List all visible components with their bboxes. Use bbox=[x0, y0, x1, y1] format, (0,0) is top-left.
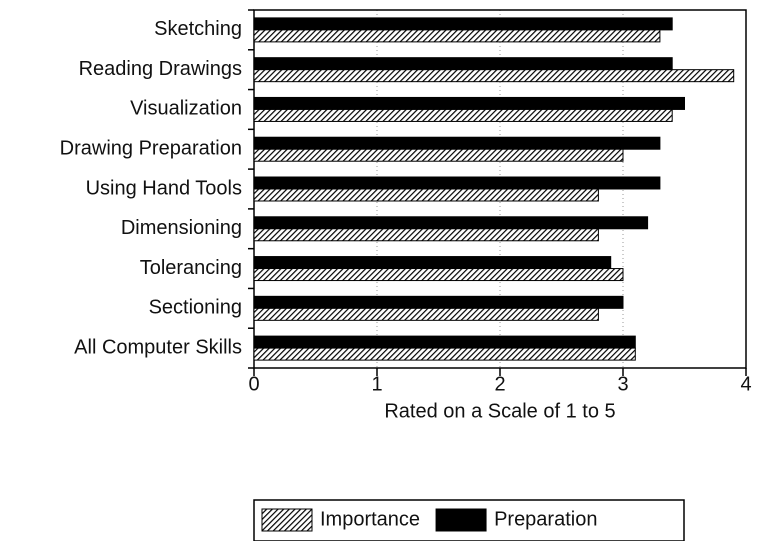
bar bbox=[253, 136, 661, 150]
x-axis-label: Rated on a Scale of 1 to 5 bbox=[384, 400, 615, 422]
legend-swatch bbox=[261, 508, 313, 532]
bar bbox=[253, 268, 624, 282]
y-tick-label: Tolerancing bbox=[140, 257, 242, 279]
bar bbox=[253, 176, 661, 190]
bar bbox=[253, 295, 624, 309]
legend bbox=[253, 499, 685, 541]
bar bbox=[253, 108, 673, 122]
bar bbox=[253, 216, 649, 230]
y-tick-label: Reading Drawings bbox=[79, 58, 242, 80]
bar bbox=[253, 17, 673, 31]
bar bbox=[253, 256, 612, 270]
legend-label: Preparation bbox=[494, 508, 597, 530]
x-tick-label: 4 bbox=[740, 373, 751, 395]
bar bbox=[253, 96, 685, 110]
legend-label: Importance bbox=[320, 508, 420, 530]
y-tick-label: Using Hand Tools bbox=[86, 177, 242, 199]
y-tick-label: Visualization bbox=[130, 98, 242, 120]
y-tick-label: Sectioning bbox=[149, 297, 242, 319]
bar bbox=[253, 57, 673, 71]
y-tick-label: Drawing Preparation bbox=[60, 138, 242, 160]
bar bbox=[253, 347, 636, 361]
bar bbox=[253, 148, 624, 162]
bar bbox=[253, 69, 735, 83]
y-tick-label: All Computer Skills bbox=[74, 336, 242, 358]
x-tick-label: 2 bbox=[494, 373, 505, 395]
x-tick-label: 0 bbox=[248, 373, 259, 395]
x-tick-label: 3 bbox=[617, 373, 628, 395]
bar bbox=[253, 335, 636, 349]
bar bbox=[253, 29, 661, 43]
x-tick-label: 1 bbox=[371, 373, 382, 395]
bar bbox=[253, 307, 599, 321]
legend-swatch bbox=[435, 508, 487, 532]
y-tick-label: Dimensioning bbox=[121, 217, 242, 239]
bar bbox=[253, 188, 599, 202]
y-tick-label: Sketching bbox=[154, 18, 242, 40]
bar bbox=[253, 228, 599, 242]
